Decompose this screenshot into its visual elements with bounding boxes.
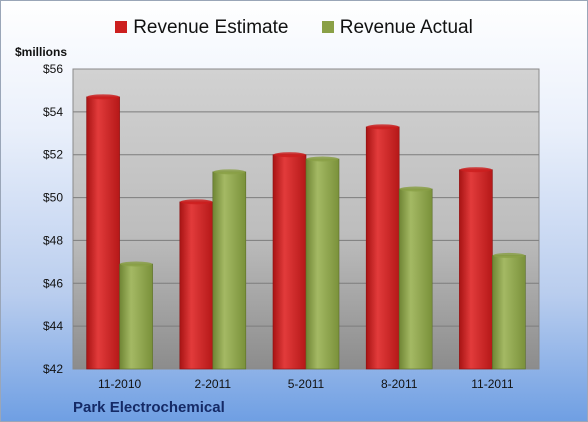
estimate-bar [86, 96, 120, 370]
y-tick-label: $52 [43, 148, 63, 162]
actual-bar [398, 188, 433, 370]
x-tick-label: 5-2011 [288, 377, 325, 391]
y-tick-label: $46 [43, 276, 63, 290]
estimate-bar-top [180, 199, 213, 205]
legend-label-estimate: Revenue Estimate [133, 17, 289, 38]
legend-label-actual: Revenue Actual [339, 17, 473, 38]
y-tick-label: $44 [43, 319, 63, 333]
estimate-bar-top [87, 94, 120, 100]
actual-bar-top [399, 186, 432, 192]
company-name: Park Electrochemical [73, 399, 225, 416]
estimate-bar-top [459, 167, 492, 173]
actual-bar-top [492, 252, 525, 258]
estimate-bar-top [273, 152, 306, 158]
actual-bar [212, 171, 247, 370]
x-tick-label: 8-2011 [381, 377, 418, 391]
estimate-bar [459, 169, 493, 370]
x-axis-ticks: 11-2010 2-2011 5-2011 8-2011 11-2011 [98, 377, 514, 391]
estimate-bar [272, 154, 307, 370]
bars [86, 94, 526, 370]
y-tick-label: $54 [43, 105, 63, 119]
actual-bar-top [306, 156, 339, 162]
y-tick-label: $50 [43, 191, 63, 205]
x-tick-label: 11-2010 [98, 377, 141, 391]
y-tick-label: $42 [43, 362, 63, 376]
actual-bar [119, 263, 153, 370]
legend-item-estimate: Revenue Estimate [115, 17, 288, 39]
estimate-bar [365, 126, 400, 370]
y-tick-label: $56 [43, 62, 63, 76]
legend-item-actual: Revenue Actual [321, 17, 473, 39]
legend: Revenue Estimate Revenue Actual [1, 17, 587, 39]
actual-bar-top [120, 261, 153, 267]
estimate-bar [179, 201, 214, 370]
x-tick-label: 2-2011 [195, 377, 232, 391]
actual-bar [492, 255, 526, 370]
estimate-bar-top [366, 124, 399, 130]
y-axis-ticks: $42 $44 $46 $48 $50 $52 $54 $56 [43, 62, 63, 376]
legend-swatch-actual [321, 21, 334, 33]
actual-bar-top [213, 169, 246, 175]
y-tick-label: $48 [43, 233, 63, 247]
x-tick-label: 11-2011 [471, 377, 514, 391]
legend-swatch-estimate [115, 21, 128, 33]
y-axis-unit-label: $millions [15, 45, 68, 59]
actual-bar [305, 158, 340, 370]
